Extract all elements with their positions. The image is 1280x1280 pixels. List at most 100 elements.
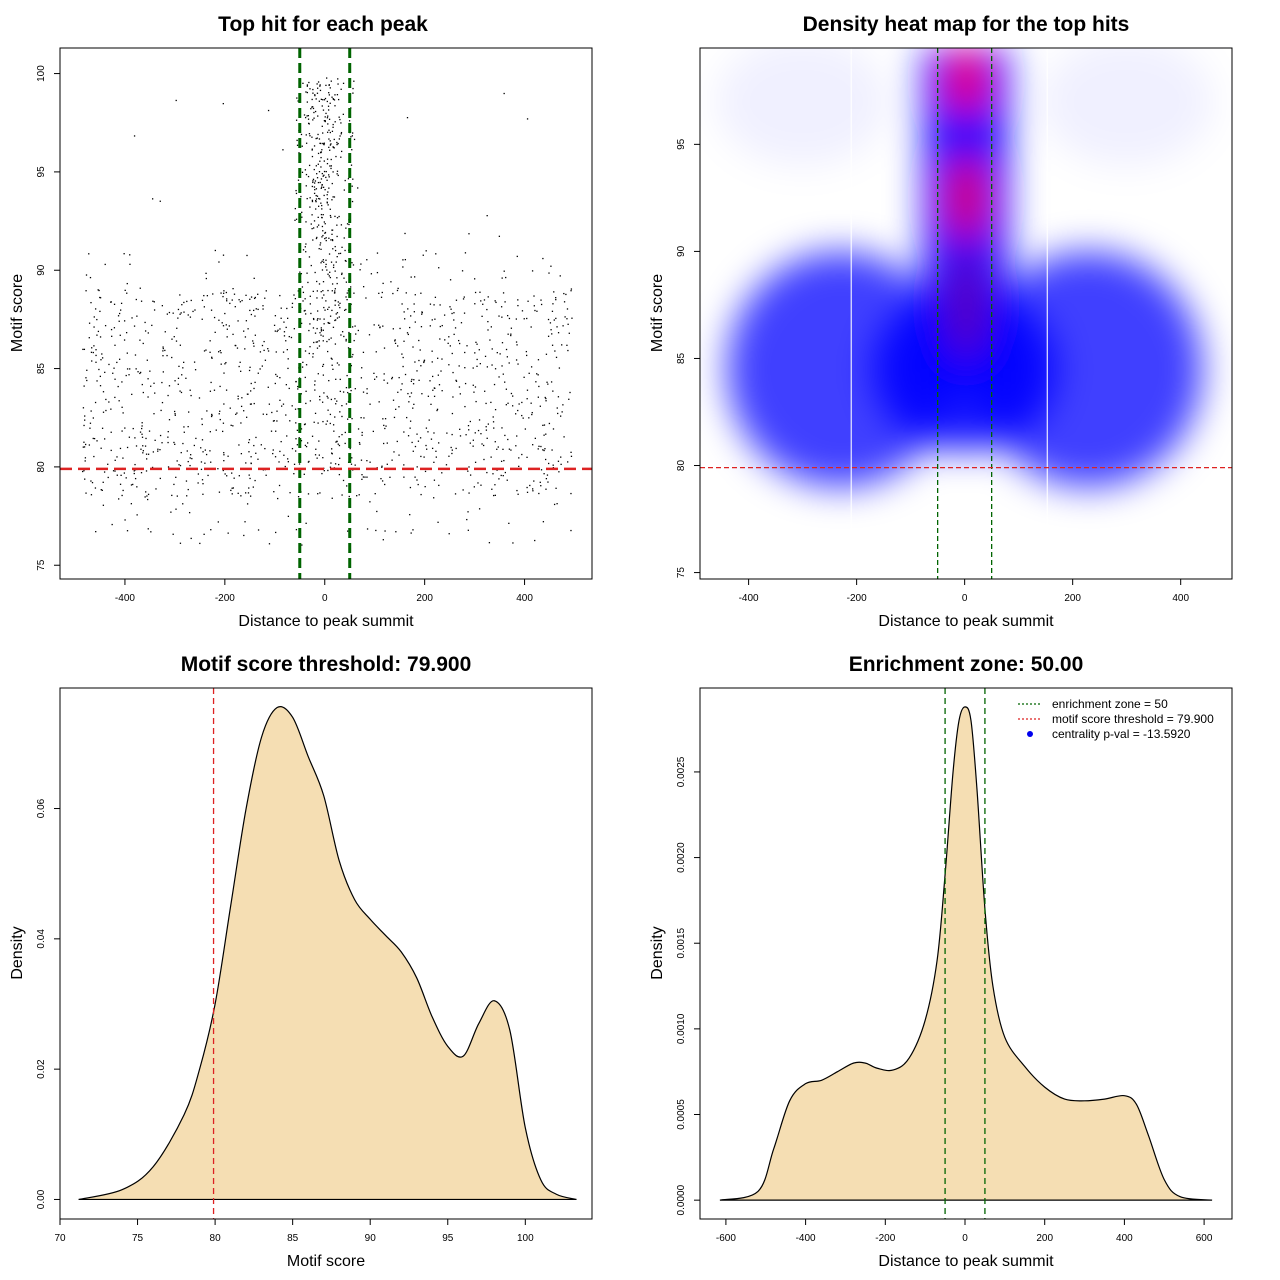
scatter-point	[147, 498, 149, 501]
scatter-point	[466, 518, 468, 521]
scatter-point	[227, 455, 229, 457]
score-density-ytick-label: 0.06	[36, 798, 47, 818]
scatter-point	[130, 484, 133, 486]
scatter-point	[510, 392, 513, 395]
scatter-point	[497, 446, 499, 448]
scatter-point	[183, 311, 185, 313]
scatter-point	[328, 118, 331, 120]
scatter-point	[168, 419, 171, 421]
scatter-point	[157, 448, 159, 450]
scatter-point	[297, 496, 300, 498]
scatter-point	[472, 445, 474, 447]
scatter-point	[174, 443, 176, 446]
scatter-point	[171, 494, 173, 497]
scatter-point	[401, 303, 403, 305]
scatter-point	[316, 87, 319, 89]
scatter-point	[104, 263, 106, 266]
scatter-point	[122, 489, 124, 492]
scatter-point	[418, 359, 420, 362]
scatter-point	[485, 429, 488, 431]
scatter-point	[316, 236, 318, 239]
scatter-point	[328, 322, 331, 324]
scatter-point	[329, 422, 331, 425]
scatter-point	[328, 146, 330, 149]
scatter-point	[333, 292, 336, 294]
scatter-point	[316, 297, 318, 299]
scatter-point	[546, 474, 549, 476]
scatter-point	[287, 461, 290, 463]
scatter-point	[357, 187, 359, 189]
scatter-point	[205, 277, 207, 280]
scatter-point	[276, 420, 278, 422]
scatter-point	[404, 373, 407, 376]
scatter-point	[369, 403, 371, 405]
scatter-point	[328, 129, 330, 131]
scatter-point	[304, 376, 306, 379]
scatter-point	[314, 94, 316, 96]
scatter-point	[260, 444, 262, 446]
scatter-point	[248, 369, 251, 372]
scatter-point	[307, 281, 309, 284]
scatter-point	[312, 106, 314, 108]
scatter-point	[305, 522, 307, 524]
scatter-point	[537, 374, 539, 376]
scatter-point	[195, 437, 197, 440]
scatter-point	[150, 385, 152, 387]
scatter-point	[325, 239, 327, 242]
scatter-point	[314, 94, 316, 97]
scatter-point	[312, 317, 315, 320]
scatter-point	[116, 474, 118, 476]
scatter-point	[119, 483, 122, 485]
scatter-point	[485, 402, 487, 405]
scatter-point	[190, 299, 192, 302]
scatter-point	[96, 334, 98, 336]
scatter-point	[140, 300, 143, 302]
scatter-point	[441, 358, 443, 360]
scatter-point	[141, 425, 143, 427]
scatter-point	[566, 308, 569, 310]
scatter-point	[340, 150, 343, 153]
scatter-point	[83, 348, 86, 351]
scatter-point	[217, 521, 219, 523]
scatter-point	[486, 308, 488, 311]
scatter-point	[250, 382, 252, 385]
scatter-point	[556, 503, 558, 505]
scatter-point	[323, 392, 325, 394]
scatter-point	[223, 454, 225, 456]
scatter-point	[319, 242, 322, 244]
scatter-point	[280, 405, 283, 407]
scatter-point	[311, 435, 314, 437]
scatter-point	[144, 496, 146, 498]
scatter-point	[421, 313, 423, 315]
scatter-point	[167, 436, 169, 438]
scatter-point	[175, 476, 177, 478]
scatter-point	[391, 378, 393, 380]
scatter-point	[494, 368, 497, 370]
scatter-point	[393, 416, 396, 419]
scatter-point	[89, 276, 92, 279]
scatter-point	[501, 316, 503, 318]
scatter-point	[226, 328, 228, 330]
heatmap-xtick-label: 200	[1064, 593, 1081, 604]
scatter-point	[257, 308, 259, 311]
scatter-point	[372, 430, 374, 433]
scatter-point	[331, 364, 333, 366]
scatter-point	[428, 419, 430, 421]
scatter-point	[464, 367, 466, 369]
scatter-point	[444, 339, 446, 341]
scatter-point	[346, 418, 349, 420]
scatter-point	[397, 391, 399, 393]
scatter-point	[118, 320, 120, 322]
scatter-point	[181, 304, 183, 306]
scatter-point	[252, 486, 254, 488]
scatter-point	[351, 457, 353, 459]
scatter-point	[530, 366, 533, 368]
scatter-point	[404, 258, 407, 261]
scatter-point	[257, 529, 260, 531]
scatter-point	[298, 463, 301, 465]
scatter-point	[339, 390, 341, 393]
scatter-point	[338, 304, 340, 306]
scatter-point	[105, 409, 107, 412]
scatter-point	[539, 405, 541, 407]
scatter-point	[458, 386, 461, 388]
